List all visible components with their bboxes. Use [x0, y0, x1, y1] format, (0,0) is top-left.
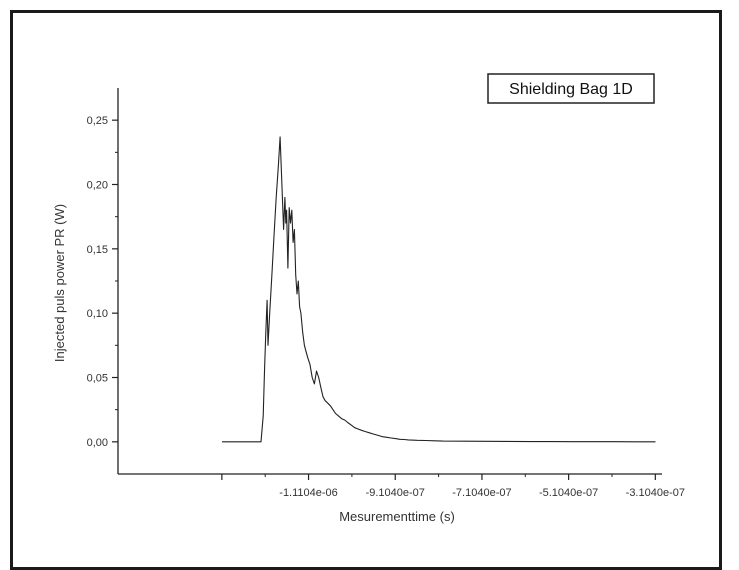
series-layer: [222, 136, 656, 443]
x-tick-label: -5.1040e-07: [539, 487, 598, 499]
y-tick-label: 0,00: [87, 437, 108, 449]
y-tick-label: 0,15: [87, 244, 108, 256]
legend-box: [487, 73, 655, 104]
x-ticks: -1.1104e-06 -9.1040e-07 -7.1040e-07 -5.1040…: [221, 474, 685, 499]
y-tick-label: 0,20: [87, 180, 108, 192]
chart-svg: 0,00 0,05 0,10 0,15 0,20 0,25 -1.1104e-06 -9.1…: [52, 73, 685, 524]
y-axis-label: Injected puls power PR (W): [52, 204, 67, 362]
series-line: [222, 136, 656, 443]
x-tick-label: -7.1040e-07: [452, 487, 511, 499]
x-tick-label: -9.1040e-07: [366, 487, 425, 499]
y-tick-label: 0,25: [87, 115, 108, 127]
legend: Shielding Bag 1D: [487, 73, 655, 104]
legend-label: Shielding Bag 1D: [509, 81, 633, 98]
x-tick-label: -1.1104e-06: [279, 487, 338, 499]
y-ticks: 0,00 0,05 0,10 0,15 0,20 0,25: [87, 115, 118, 449]
x-tick-label: -3.1040e-07: [626, 487, 685, 499]
axes: [117, 88, 662, 475]
y-tick-label: 0,10: [87, 308, 108, 320]
y-tick-label: 0,05: [87, 373, 108, 385]
x-axis-label: Mesurementtime (s): [339, 509, 455, 524]
